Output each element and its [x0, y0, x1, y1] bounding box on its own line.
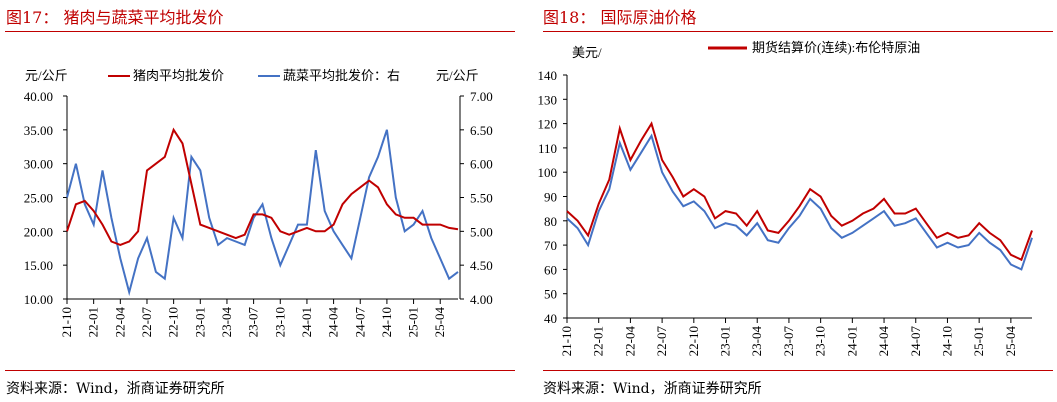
y-tick-label-left: 15.00: [24, 258, 53, 273]
x-tick-label: 24-04: [326, 307, 341, 338]
y-tick-label: 70: [544, 238, 557, 253]
vegetable-price-line: [66, 129, 459, 297]
x-tick-label: 24-10: [379, 307, 394, 337]
chart-title-left: 图17： 猪肉与蔬菜平均批发价: [6, 8, 224, 27]
x-tick-label: 23-01: [192, 307, 207, 337]
chart-title-right: 图18： 国际原油价格: [543, 8, 697, 27]
y-tick-label-right: 4.50: [470, 258, 493, 273]
y-tick-label-left: 10.00: [24, 292, 53, 307]
legend-label-brent: 期货结算价(连续):布伦特原油: [752, 40, 920, 55]
legend-label-vegetable: 蔬菜平均批发价：右: [283, 68, 400, 83]
x-tick-label: 23-04: [219, 307, 234, 338]
x-tick-label: 24-04: [876, 326, 891, 357]
brent-settlement-line: [566, 121, 1033, 262]
x-tick-label: 23-07: [246, 307, 261, 338]
y-tick-label: 90: [544, 190, 557, 205]
x-tick-label: 24-07: [352, 307, 367, 338]
x-tick-label: 25-04: [1003, 326, 1018, 357]
x-tick-label: 23-04: [749, 326, 764, 357]
y-unit-left: 元/公斤: [25, 68, 68, 83]
y-tick-label-left: 40.00: [24, 89, 53, 104]
y-tick-label-left: 30.00: [24, 157, 53, 172]
source-left: 资料来源：Wind，浙商证券研究所: [6, 381, 225, 397]
y-tick-label-right: 6.00: [470, 157, 493, 172]
brent-secondary-line: [566, 133, 1033, 271]
y-tick-label: 50: [544, 287, 557, 302]
source-right: 资料来源：Wind，浙商证券研究所: [543, 381, 762, 397]
x-tick-label: 22-04: [622, 326, 637, 357]
y-tick-label-right: 5.50: [470, 191, 493, 206]
title-rule-right: [543, 31, 1053, 32]
y-unit: 美元/: [572, 45, 602, 60]
source-rule-right: [543, 370, 1053, 371]
x-tick-label: 24-01: [844, 326, 859, 356]
x-tick-label: 24-01: [299, 307, 314, 337]
x-tick-label: 23-07: [781, 326, 796, 357]
y-tick-label: 80: [544, 214, 557, 229]
y-unit-right: 元/公斤: [436, 68, 479, 83]
y-tick-label-right: 4.00: [470, 292, 493, 307]
y-tick-label-right: 7.00: [470, 89, 493, 104]
x-tick-label: 22-04: [112, 307, 127, 338]
y-tick-label: 120: [538, 117, 558, 132]
legend-label-pork: 猪肉平均批发价: [133, 68, 224, 83]
y-tick-label: 40: [544, 311, 557, 326]
pork-price-line: [66, 127, 459, 246]
y-tick-label-right: 6.50: [470, 123, 493, 138]
source-rule-left: [5, 370, 515, 371]
x-tick-label: 22-10: [166, 307, 181, 337]
x-tick-label: 25-01: [971, 326, 986, 356]
y-tick-label: 100: [538, 165, 558, 180]
x-tick-label: 22-07: [139, 307, 154, 338]
x-tick-label: 21-10: [59, 307, 74, 337]
x-tick-label: 25-04: [432, 307, 447, 338]
y-tick-label: 60: [544, 262, 557, 277]
y-tick-label-right: 5.00: [470, 224, 493, 239]
y-tick-label-left: 35.00: [24, 123, 53, 138]
y-tick-label-left: 25.00: [24, 191, 53, 206]
x-tick-label: 23-01: [718, 326, 733, 356]
x-tick-label: 21-10: [559, 326, 574, 356]
x-tick-label: 24-10: [939, 326, 954, 356]
x-tick-label: 22-07: [654, 326, 669, 357]
x-tick-label: 22-01: [591, 326, 606, 356]
y-tick-label: 140: [538, 68, 558, 83]
x-tick-label: 23-10: [272, 307, 287, 337]
x-tick-label: 23-10: [813, 326, 828, 356]
y-tick-label: 110: [538, 141, 557, 156]
x-tick-label: 22-01: [86, 307, 101, 337]
x-tick-label: 24-07: [908, 326, 923, 357]
x-tick-label: 22-10: [686, 326, 701, 356]
y-tick-label-left: 20.00: [24, 224, 53, 239]
title-rule-left: [5, 31, 515, 32]
x-tick-label: 25-01: [406, 307, 421, 337]
y-tick-label: 130: [538, 92, 558, 107]
